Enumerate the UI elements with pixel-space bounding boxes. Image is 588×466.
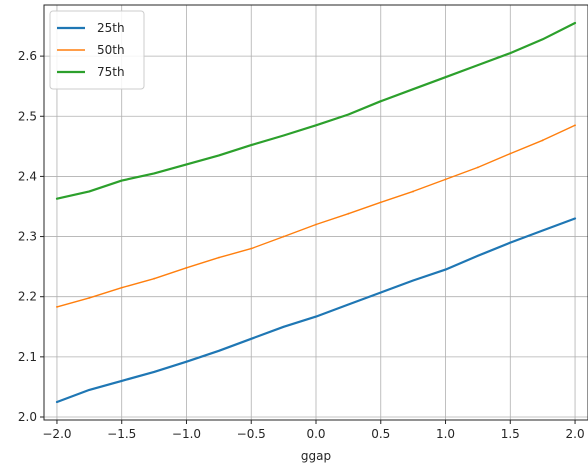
- data-point-25th: [509, 241, 512, 244]
- y-tick-label: 2.4: [18, 169, 37, 183]
- data-point-25th: [477, 254, 479, 257]
- data-point-75th: [541, 38, 544, 41]
- series-75th: [55, 21, 577, 200]
- x-tick-label: 0.5: [371, 427, 390, 441]
- data-point-75th: [509, 52, 512, 55]
- data-point-50th: [56, 306, 58, 308]
- data-point-25th: [120, 380, 123, 382]
- legend-box: [49, 10, 145, 90]
- x-tick-label: −1.5: [107, 427, 136, 441]
- x-tick-label: −2.0: [42, 427, 71, 441]
- data-point-50th: [88, 297, 91, 299]
- data-point-75th: [477, 64, 479, 67]
- data-point-50th: [250, 247, 253, 250]
- legend: 25th 50th 75th: [49, 10, 145, 90]
- data-point-50th: [379, 201, 382, 204]
- y-tick-label: 2.0: [18, 410, 37, 424]
- data-point-25th: [153, 370, 155, 373]
- data-point-25th: [315, 315, 317, 318]
- data-point-50th: [444, 178, 447, 181]
- data-point-25th: [379, 291, 382, 294]
- data-point-75th: [282, 134, 285, 137]
- series-50th: [56, 124, 576, 308]
- data-point-75th: [88, 190, 91, 193]
- x-axis: −2.0 −1.5 −1.0 −0.5 0.0 0.5 1.0 1.5 2.0: [42, 420, 585, 441]
- data-point-75th: [120, 179, 123, 182]
- series-25th: [55, 217, 577, 404]
- data-point-25th: [250, 337, 253, 340]
- data-point-50th: [347, 212, 350, 215]
- y-axis: 2.0 2.1 2.2 2.3 2.4 2.5 2.6: [18, 49, 44, 424]
- x-tick-label: −1.0: [172, 427, 201, 441]
- data-point-75th: [412, 88, 415, 91]
- data-point-50th: [509, 152, 512, 155]
- y-tick-label: 2.1: [18, 350, 37, 364]
- grid: [44, 5, 588, 420]
- data-point-25th: [282, 325, 285, 328]
- x-tick-label: 1.0: [436, 427, 455, 441]
- legend-label-25th: 25th: [97, 21, 125, 35]
- data-point-75th: [444, 76, 447, 79]
- y-tick-label: 2.3: [18, 230, 37, 244]
- data-point-75th: [379, 100, 382, 103]
- data-point-25th: [541, 229, 544, 232]
- data-point-50th: [477, 166, 479, 169]
- data-point-50th: [185, 266, 188, 269]
- data-point-50th: [153, 277, 155, 280]
- data-point-75th: [217, 154, 220, 157]
- series-layer: [55, 21, 577, 404]
- data-point-50th: [574, 124, 576, 127]
- data-point-75th: [347, 113, 350, 116]
- y-tick-label: 2.2: [18, 290, 37, 304]
- data-point-25th: [56, 401, 58, 403]
- data-point-50th: [412, 190, 415, 193]
- data-point-75th: [574, 22, 576, 24]
- data-point-25th: [185, 360, 188, 363]
- data-point-50th: [315, 223, 317, 226]
- x-tick-label: 1.5: [501, 427, 520, 441]
- data-point-75th: [185, 163, 188, 166]
- data-point-25th: [412, 279, 415, 282]
- data-point-50th: [541, 139, 544, 142]
- x-tick-label: 2.0: [566, 427, 585, 441]
- data-point-25th: [347, 303, 350, 306]
- data-point-50th: [282, 235, 285, 238]
- data-point-75th: [56, 197, 58, 200]
- y-tick-label: 2.6: [18, 49, 37, 63]
- data-point-75th: [153, 172, 155, 175]
- data-point-50th: [120, 286, 123, 289]
- data-point-75th: [250, 144, 253, 147]
- legend-label-50th: 50th: [97, 43, 125, 57]
- data-point-25th: [88, 389, 91, 391]
- x-axis-label: ggap: [301, 449, 331, 463]
- data-point-25th: [444, 268, 447, 271]
- data-point-25th: [217, 349, 220, 352]
- y-tick-label: 2.5: [18, 109, 37, 123]
- data-point-50th: [217, 256, 220, 259]
- data-point-75th: [315, 124, 317, 127]
- x-tick-label: −0.5: [237, 427, 266, 441]
- x-tick-label: 0.0: [306, 427, 325, 441]
- legend-label-75th: 75th: [97, 65, 125, 79]
- data-point-25th: [574, 217, 576, 220]
